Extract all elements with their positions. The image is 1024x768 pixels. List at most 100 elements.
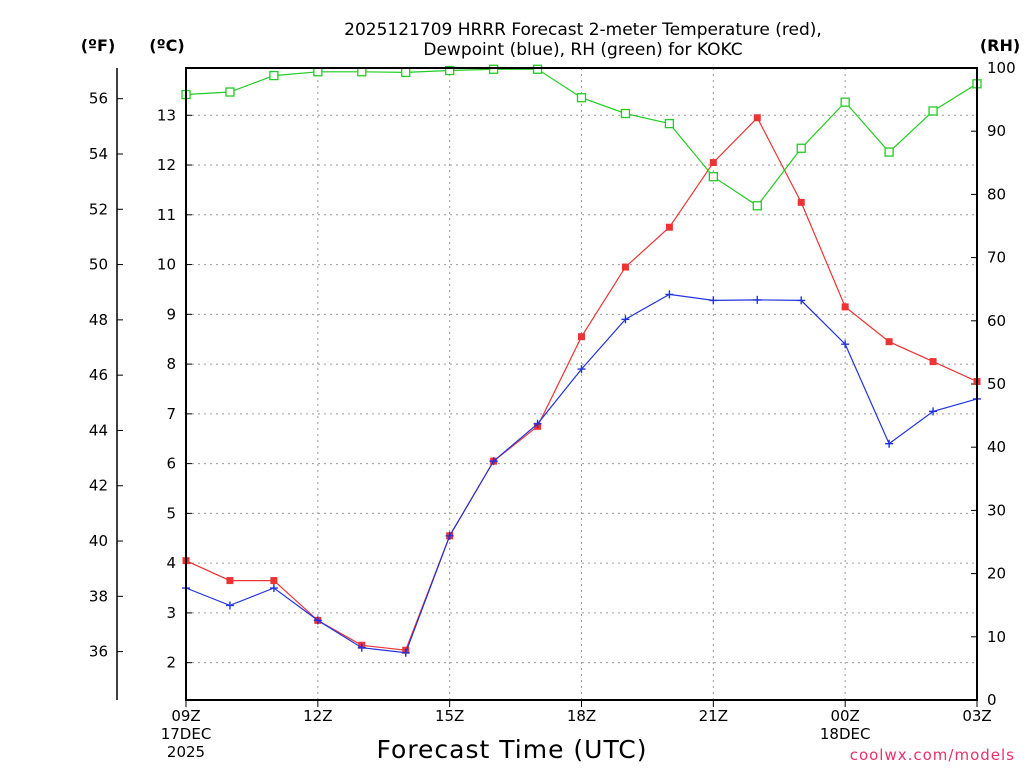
rh-point [620, 108, 631, 119]
dewpoint-point [533, 419, 542, 428]
rh-tick-label: 30 [987, 501, 1006, 519]
rh-series-line [185, 68, 978, 207]
celsius-tick-label: 5 [166, 504, 176, 522]
rh-tick-label: 50 [987, 375, 1006, 393]
rh-point [401, 67, 411, 78]
dewpoint-point [489, 457, 498, 466]
temperature-series-line [185, 116, 978, 651]
celsius-tick-label: 8 [166, 355, 176, 373]
rh-axis: 0 10 20 30 40 50 60 70 80 90 100 [971, 59, 1016, 709]
rh-tick-label: 70 [987, 249, 1006, 267]
rh-point [928, 106, 938, 116]
time-tick-label: 09Z [171, 707, 200, 725]
rh-point [225, 87, 235, 97]
fahrenheit-tick-label: 48 [89, 311, 108, 329]
time-tick-label: 00Z [830, 707, 859, 725]
rh-tick-label: 0 [987, 691, 997, 709]
dewpoint-point [929, 407, 938, 416]
temperature-point [841, 303, 849, 311]
dewpoint-point [753, 295, 762, 304]
temperature-point [709, 159, 717, 167]
time-tick-label: 03Z [962, 707, 991, 725]
celsius-tick-label: 2 [166, 654, 176, 672]
time-tick-label: 18Z [567, 707, 596, 725]
rh-point [664, 118, 675, 129]
dewpoint-point [665, 290, 674, 299]
dewpoint-point [401, 648, 410, 657]
fahrenheit-axis: 36 38 40 42 44 46 48 50 52 54 56 [89, 68, 123, 700]
rh-point [269, 70, 279, 81]
plot-frame [185, 67, 978, 701]
celsius-tick-label: 6 [166, 455, 176, 473]
rh-tick-label: 60 [987, 312, 1006, 330]
fahrenheit-tick-label: 42 [89, 477, 108, 495]
rh-tick-label: 40 [987, 438, 1006, 456]
rh-point [445, 65, 455, 76]
rh-tick-label: 100 [987, 59, 1016, 77]
time-tick-label: 2025 [167, 743, 205, 761]
dewpoint-point [357, 643, 366, 652]
rh-point [576, 93, 587, 103]
rh-point [796, 143, 806, 153]
fahrenheit-tick-label: 44 [89, 421, 108, 439]
fahrenheit-tick-label: 50 [89, 256, 108, 274]
rh-point [532, 64, 543, 74]
rh-point [752, 201, 762, 211]
dewpoint-point [841, 340, 850, 349]
rh-point [840, 97, 850, 107]
fahrenheit-tick-label: 52 [89, 200, 108, 218]
celsius-tick-label: 10 [157, 256, 176, 274]
dewpoint-point [445, 531, 454, 540]
temperature-point [797, 198, 805, 206]
fahrenheit-tick-label: 46 [89, 366, 108, 384]
fahrenheit-tick-label: 54 [89, 145, 108, 163]
rh-unit-label: (RH) [980, 36, 1020, 55]
rh-tick-label: 20 [987, 565, 1006, 583]
time-tick-label: 18DEC [820, 725, 871, 743]
time-tick-label: 17DEC [161, 725, 212, 743]
rh-tick-label: 90 [987, 122, 1006, 140]
dewpoint-point [709, 296, 718, 305]
celsius-tick-label: 9 [166, 305, 176, 323]
temperature-point [226, 577, 234, 585]
temperature-point [578, 333, 585, 341]
celsius-tick-label: 13 [157, 106, 176, 124]
time-tick-label: 15Z [435, 707, 464, 725]
celsius-tick-label: 4 [166, 554, 176, 572]
dewpoint-point [225, 601, 234, 610]
fahrenheit-tick-label: 56 [89, 90, 108, 108]
rh-tick-label: 10 [987, 628, 1006, 646]
fahrenheit-unit-label: (ºF) [81, 36, 116, 55]
grid-lines [186, 68, 977, 700]
celsius-tick-label: 7 [166, 405, 176, 423]
dewpoint-point [577, 365, 586, 374]
rh-point [708, 172, 718, 182]
celsius-tick-label: 12 [157, 156, 176, 174]
chart-title-line-1: 2025121709 HRRR Forecast 2-meter Tempera… [344, 20, 822, 40]
rh-point [884, 147, 894, 157]
fahrenheit-tick-label: 40 [89, 532, 108, 550]
credit-text: coolwx.com/models [850, 746, 1015, 764]
fahrenheit-tick-label: 36 [89, 643, 108, 661]
dewpoint-point [269, 584, 278, 593]
temperature-point [753, 114, 761, 122]
time-tick-label: 12Z [303, 707, 332, 725]
temperature-point [621, 263, 629, 271]
chart-title-line-2: Dewpoint (blue), RH (green) for KOKC [423, 40, 742, 60]
rh-tick-label: 80 [987, 185, 1006, 203]
time-tick-label: 21Z [699, 707, 728, 725]
dewpoint-point [797, 296, 806, 305]
temperature-point [665, 223, 673, 231]
temperature-point [929, 358, 937, 366]
temperature-point [270, 577, 278, 585]
rh-point [488, 64, 499, 74]
fahrenheit-tick-label: 38 [89, 587, 108, 605]
dewpoint-series-line [185, 293, 978, 654]
celsius-tick-label: 11 [157, 206, 176, 224]
temperature-point [885, 338, 893, 346]
celsius-tick-label: 3 [166, 604, 176, 622]
celsius-unit-label: (ºC) [149, 36, 184, 55]
dewpoint-point [313, 616, 322, 625]
